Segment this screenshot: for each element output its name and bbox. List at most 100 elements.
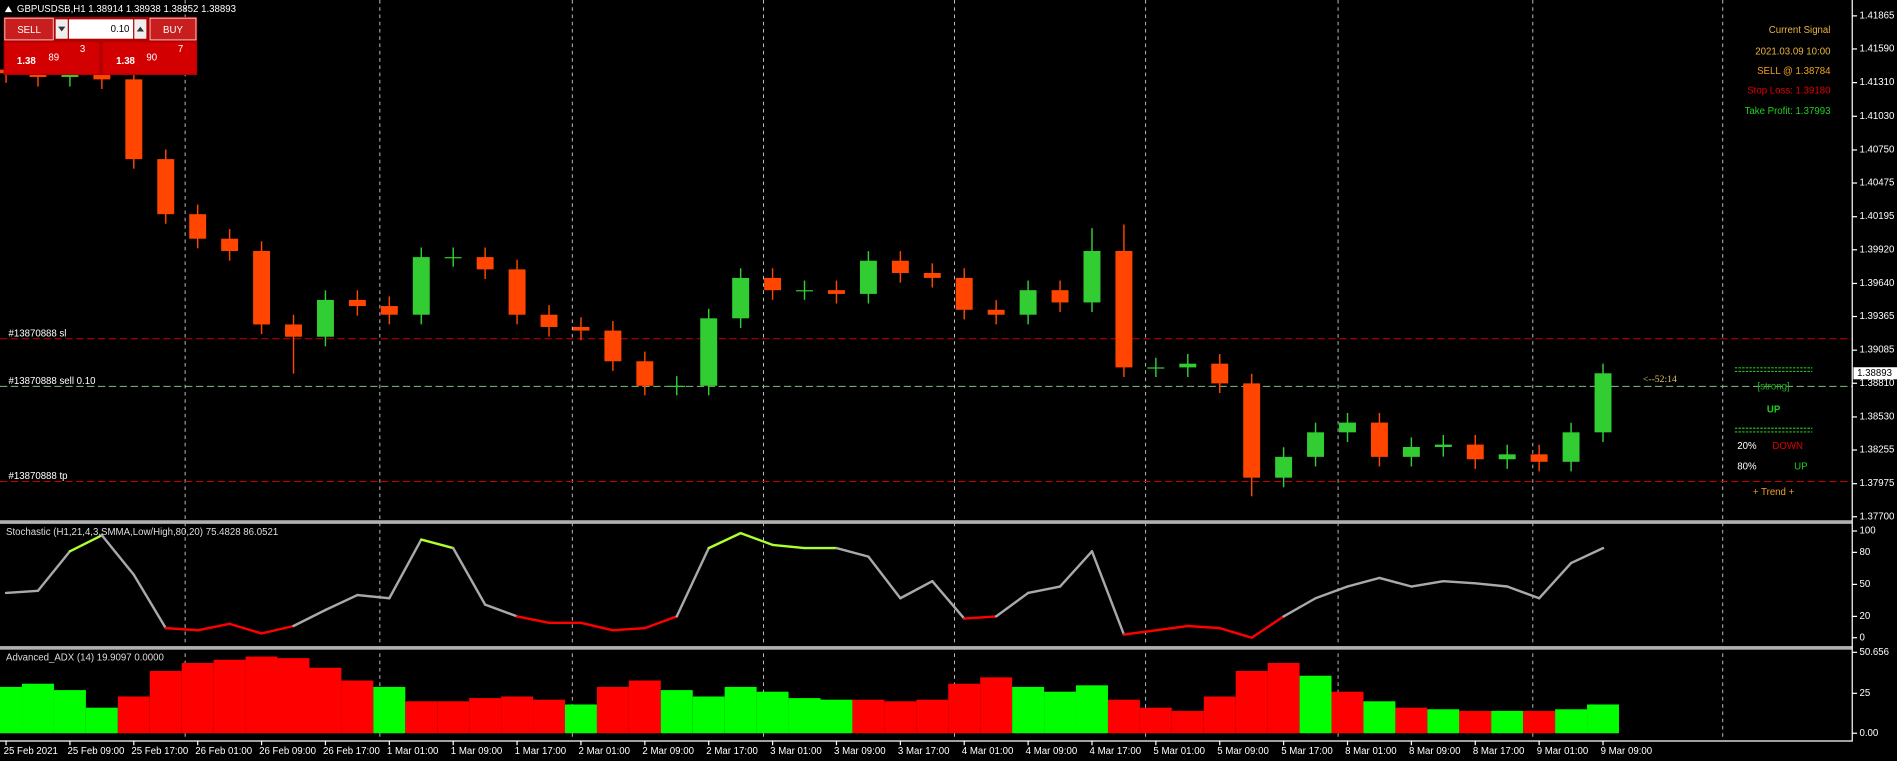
candle-body [923,272,941,278]
stochastic-segment [324,593,359,612]
stochastic-segment [771,543,806,550]
stochastic-segment [1026,585,1062,595]
stochastic-segment [1282,597,1317,618]
adx-bar [1459,710,1492,734]
trend-label: + Trend + [1753,487,1795,498]
lot-value: 0.10 [111,24,130,35]
stochastic-segment [707,531,742,550]
candle-body [412,257,430,315]
candle-body [636,361,654,386]
candle-body [1115,250,1133,368]
adx-bar [980,677,1013,734]
x-tick-label: 8 Mar 09:00 [1409,746,1461,757]
candle-body [93,74,111,80]
stochastic-segment [451,546,487,606]
stochastic-segment [1537,561,1573,600]
stochastic-segment [1378,576,1413,588]
x-tick-label: 2 Mar 17:00 [706,746,758,757]
x-tick-label: 1 Mar 17:00 [515,746,567,757]
candle-body [1466,444,1484,460]
bid-box[interactable] [4,42,100,74]
adx-bar [724,686,757,734]
adx-bar [53,690,86,734]
stochastic-segment [1569,546,1605,565]
collapse-icon[interactable] [4,6,13,13]
stochastic-segment [388,538,423,600]
adx-bar [1299,675,1332,734]
candle-body [828,290,845,294]
adx-bar [117,696,150,734]
stochastic-segment [1058,550,1094,588]
stochastic-segment [931,579,966,620]
x-tick-label: 8 Mar 01:00 [1345,746,1397,757]
stochastic-segment [867,555,902,600]
y-tick-label: 1.40475 [1859,178,1894,189]
adx-bar [309,667,342,734]
x-tick-label: 9 Mar 01:00 [1537,746,1589,757]
candle-body [1275,456,1293,478]
panel-separator [0,646,1853,650]
y-tick-label: 1.41590 [1859,43,1894,54]
candle-body [1434,444,1452,448]
y-tick-label: 1.41865 [1859,10,1894,21]
last-price-box [1853,367,1897,380]
candle-body [859,260,877,294]
x-tick-label: 4 Mar 01:00 [962,746,1014,757]
buy-button[interactable] [149,17,197,41]
candle-body [1019,290,1037,315]
lot-down-icon [58,26,66,32]
stochastic-segment [36,550,72,592]
y-tick-label: 1.37975 [1859,478,1894,489]
y-tick-label: 80 [1859,547,1870,558]
candle-body [1530,454,1548,462]
candle-body [380,306,398,315]
x-tick-label: 26 Feb 01:00 [195,746,252,757]
adx-bar [1363,701,1396,734]
adx-bar [628,680,661,734]
adx-bar [85,707,118,734]
stochastic-segment [68,534,104,553]
x-tick-label: 9 Mar 09:00 [1601,746,1653,757]
signal-title: Current Signal [1769,25,1831,36]
y-tick-label: 0 [1859,632,1864,643]
candle-body [700,318,718,386]
stochastic-segment [994,591,1030,618]
stochastic-segment [643,615,678,630]
candle-body [444,257,462,259]
lot-input[interactable] [68,19,134,39]
level-label: #13870888 sell 0.10 [8,376,95,387]
candle-body [476,257,494,270]
stochastic-segment [1154,624,1190,632]
y-tick-label: 1.37700 [1859,511,1894,522]
y-tick-label: 1.39920 [1859,244,1894,255]
stochastic-segment [132,573,167,630]
adx-bar [1012,686,1045,734]
ask-box[interactable] [102,42,196,74]
symbol-line: GBPUSDSB,H1 1.38914 1.38938 1.38852 1.38… [17,4,236,15]
up-label: UP [1794,462,1807,473]
time-grid [184,0,1724,741]
candle-body [796,290,813,292]
x-tick-label: 3 Mar 01:00 [770,746,822,757]
y-tick-label: 1.38810 [1859,378,1894,389]
adx-bar [1203,696,1236,734]
adx-bar [1587,704,1619,734]
x-tick-label: 25 Feb 2021 [4,746,58,757]
candle-body [1402,447,1420,457]
adx-bar [1267,662,1300,734]
y-tick-label: 25 [1859,688,1870,699]
trend-direction: UP [1767,405,1781,416]
candle-body [987,309,1005,315]
ask-small: 7 [178,44,183,55]
candle-body [61,74,79,77]
signal-entry: SELL @ 1.38784 [1757,66,1831,77]
x-tick-label: 2 Mar 09:00 [642,746,694,757]
candle-body [891,260,909,273]
x-tick-label: 1 Mar 09:00 [451,746,503,757]
y-tick-label: 50.656 [1859,647,1889,658]
panel-title: Stochastic (H1,21,4,3,SMMA,Low/High,80,2… [6,527,278,538]
sell-button[interactable] [4,17,54,41]
adx-bar [756,691,789,734]
stochastic-segment [4,589,40,595]
